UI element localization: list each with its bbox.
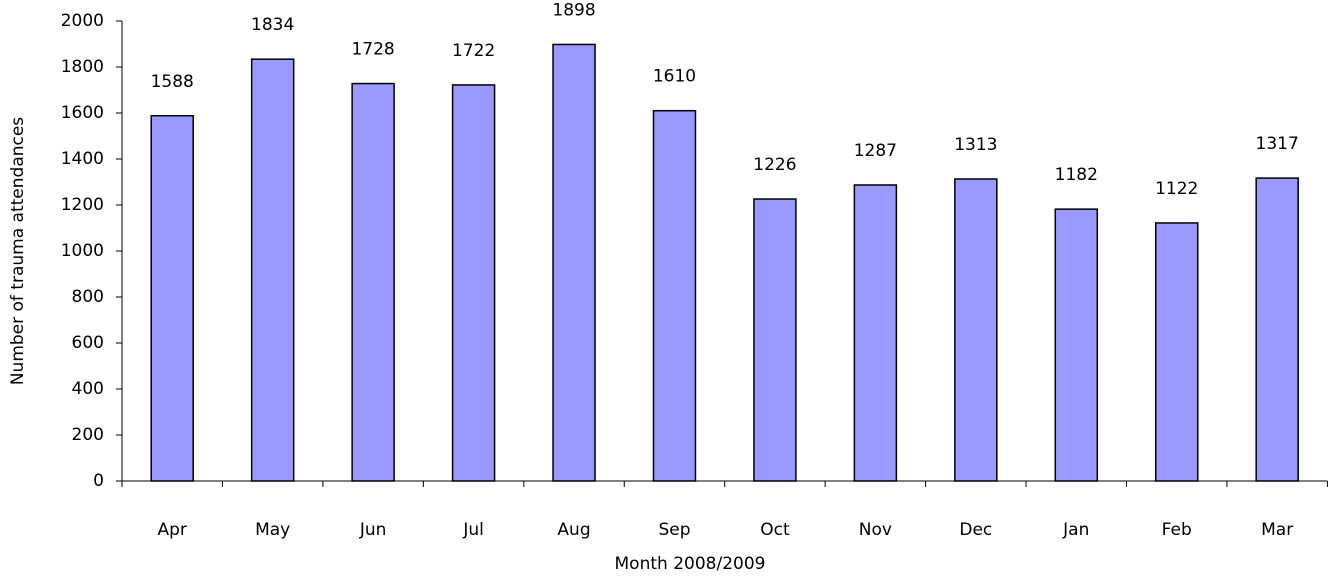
bar	[954, 178, 998, 482]
bar	[753, 198, 797, 482]
x-tick-label: Aug	[557, 520, 590, 540]
x-axis-title: Month 2008/2009	[615, 554, 766, 574]
bar	[552, 43, 596, 482]
data-label: 1287	[854, 141, 897, 161]
data-label: 1226	[753, 155, 796, 175]
y-tick-label: 1000	[61, 241, 104, 261]
x-tick-label: Feb	[1162, 520, 1192, 540]
y-tick-label: 0	[93, 471, 104, 491]
bar	[1255, 177, 1299, 482]
bar	[853, 184, 898, 482]
y-tick-label: 1200	[61, 195, 104, 215]
y-tick-label: 1400	[61, 149, 104, 169]
y-tick-label: 800	[72, 287, 104, 307]
y-tick-label: 2000	[61, 11, 104, 31]
data-label: 1313	[954, 135, 997, 155]
bar	[150, 115, 194, 482]
x-tick-label: Oct	[760, 520, 790, 540]
data-label: 1722	[452, 41, 495, 61]
data-label: 1588	[151, 72, 194, 92]
x-tick-label: Nov	[859, 520, 892, 540]
data-label: 1317	[1256, 134, 1299, 154]
y-tick-label: 600	[72, 333, 104, 353]
y-tick-label: 200	[72, 425, 104, 445]
data-label: 1728	[351, 40, 394, 60]
bar	[652, 109, 697, 482]
x-tick-label: Apr	[158, 520, 187, 540]
bar	[1054, 208, 1099, 482]
data-label: 1834	[251, 15, 294, 35]
y-axis-title: Number of trauma attendances	[8, 117, 28, 385]
x-tick-label: Mar	[1261, 520, 1293, 540]
bar	[250, 58, 295, 482]
y-tick-label: 400	[72, 379, 104, 399]
x-tick-label: Dec	[959, 520, 992, 540]
bar	[1154, 222, 1199, 482]
x-tick-label: May	[255, 520, 290, 540]
data-label: 1122	[1155, 179, 1198, 199]
y-tick-label: 1800	[61, 57, 104, 77]
y-tick-label: 1600	[61, 103, 104, 123]
x-tick-label: Jun	[359, 520, 387, 540]
data-label: 1898	[552, 0, 595, 20]
x-tick-label: Jul	[462, 520, 484, 540]
x-tick-label: Jan	[1062, 520, 1089, 540]
data-label: 1182	[1055, 165, 1098, 185]
data-label: 1610	[653, 67, 696, 87]
bar	[351, 82, 395, 482]
x-tick-label: Sep	[658, 520, 690, 540]
bar	[451, 84, 496, 482]
